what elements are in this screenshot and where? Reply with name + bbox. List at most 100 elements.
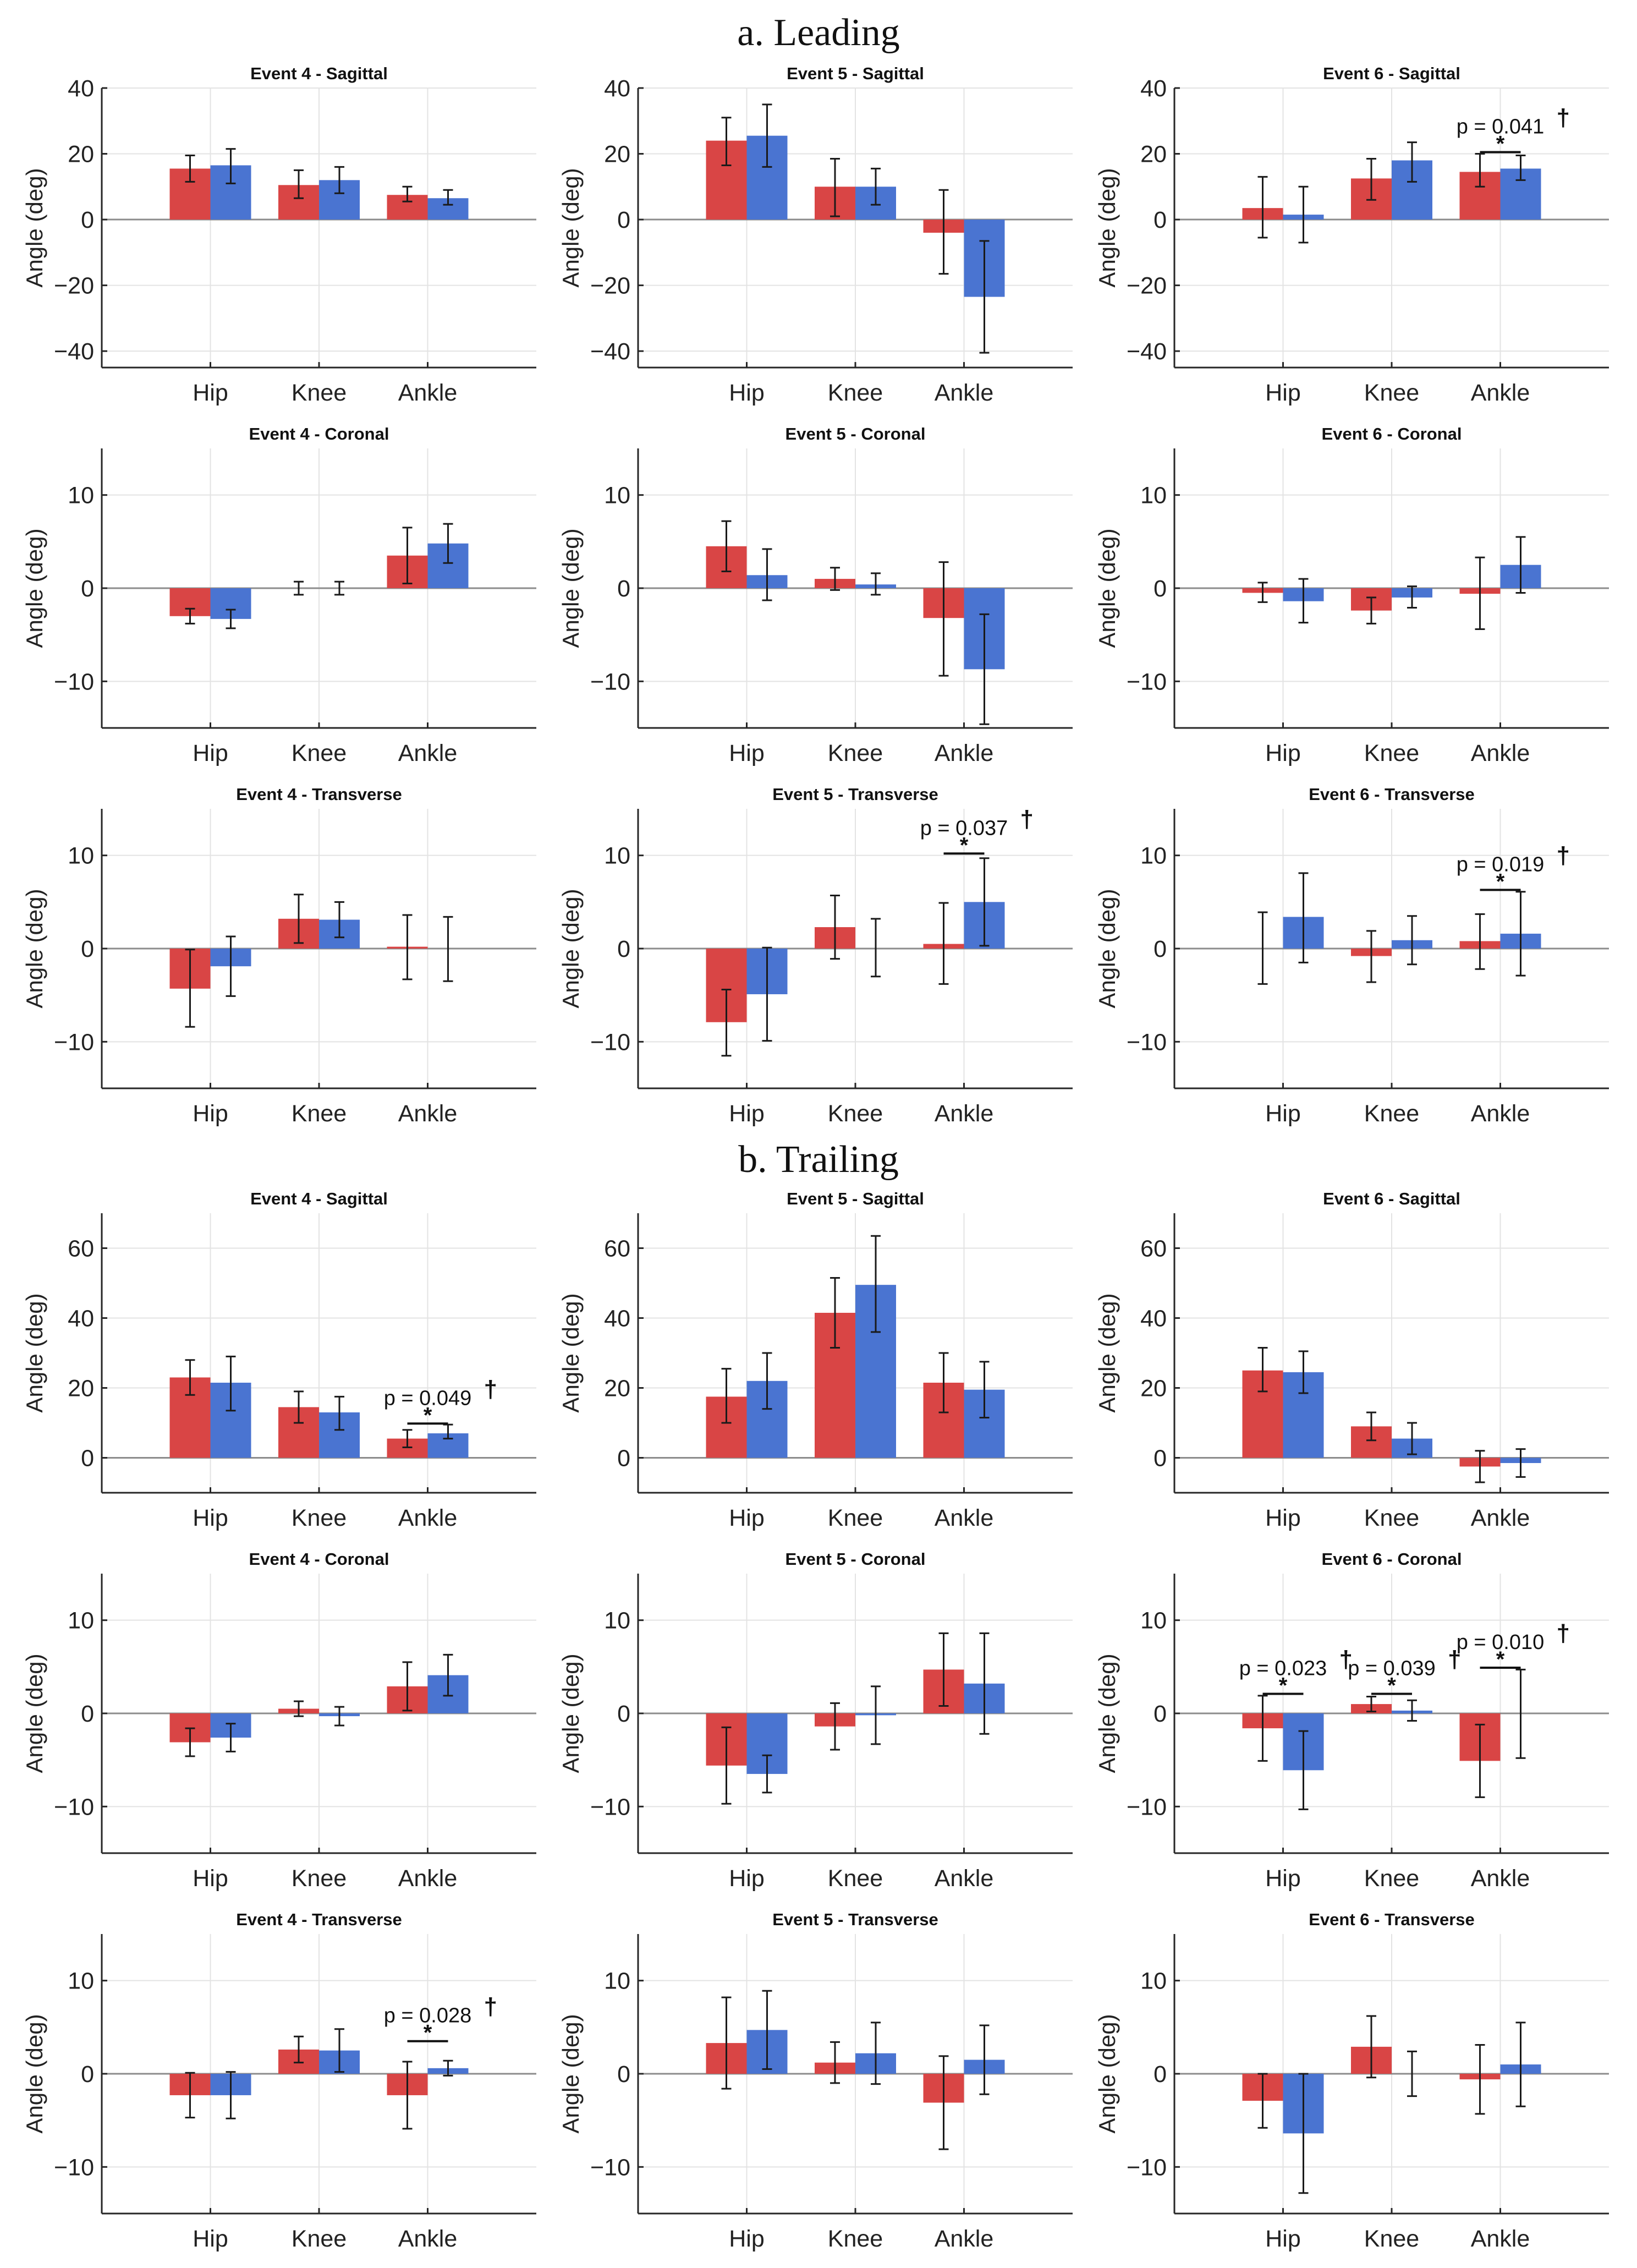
- dagger-mark: †: [1339, 1646, 1353, 1673]
- chart-panel: Event 6 - Sagittal 0 20 40 60 Hip Knee Ankle Ang…: [1094, 1189, 1609, 1531]
- y-tick-label: −10: [54, 1029, 94, 1055]
- x-tick-label: Ankle: [935, 740, 994, 766]
- x-tick-label: Knee: [292, 380, 347, 406]
- y-tick-label: −10: [54, 669, 94, 695]
- y-tick-label: 0: [81, 1445, 94, 1472]
- x-tick-label: Hip: [729, 380, 765, 406]
- significance-star: *: [424, 1403, 432, 1427]
- x-tick-label: Knee: [292, 1505, 347, 1531]
- significance-star: *: [960, 833, 969, 857]
- chart-title: Event 5 - Sagittal: [787, 64, 924, 83]
- x-tick-label: Knee: [828, 740, 883, 766]
- chart-panel: Event 4 - Transverse −10 0 10 Hip Knee Ankle An…: [21, 785, 536, 1127]
- chart-title: Event 6 - Coronal: [1322, 424, 1462, 443]
- x-tick-label: Hip: [193, 2226, 228, 2252]
- y-tick-label: 60: [1140, 1236, 1167, 1262]
- chart-title: Event 5 - Coronal: [785, 424, 926, 443]
- y-tick-label: 0: [81, 936, 94, 962]
- y-tick-label: 40: [1140, 1306, 1167, 1332]
- y-tick-label: 0: [81, 1701, 94, 1727]
- chart-panel: Event 6 - Transverse −10 0 10 Hip Knee Ankle An…: [1094, 785, 1609, 1127]
- y-tick-label: 0: [81, 2061, 94, 2088]
- p-value-label: p = 0.023: [1239, 1657, 1327, 1680]
- y-axis-label: Angle (deg): [558, 1293, 584, 1412]
- y-tick-label: 0: [617, 1701, 630, 1727]
- y-tick-label: 0: [81, 576, 94, 602]
- p-value-label: p = 0.039: [1348, 1657, 1436, 1680]
- chart-title: Event 4 - Transverse: [236, 785, 402, 804]
- x-tick-label: Hip: [729, 1505, 765, 1531]
- y-tick-label: 0: [617, 1445, 630, 1472]
- y-tick-label: −10: [54, 1794, 94, 1820]
- y-tick-label: 40: [604, 1306, 630, 1332]
- x-tick-label: Ankle: [935, 1505, 994, 1531]
- x-tick-label: Hip: [1265, 2226, 1301, 2252]
- chart-panel: Event 6 - Coronal −10 0 10 Hip Knee Ankle Angle…: [1094, 424, 1609, 766]
- y-tick-label: 0: [1153, 1445, 1167, 1472]
- x-tick-label: Hip: [729, 1865, 765, 1892]
- y-tick-label: −40: [54, 338, 94, 365]
- y-axis-label: Angle (deg): [21, 1293, 47, 1412]
- section-title-trailing: b. Trailing: [738, 1138, 899, 1181]
- dagger-mark: †: [484, 1376, 497, 1403]
- x-tick-label: Hip: [193, 1505, 228, 1531]
- y-axis-label: Angle (deg): [558, 1653, 584, 1773]
- chart-panel: Event 5 - Coronal −10 0 10 Hip Knee Ankle Angle…: [558, 1549, 1073, 1892]
- chart-title: Event 4 - Sagittal: [250, 64, 388, 83]
- y-tick-label: 10: [1140, 483, 1167, 509]
- y-tick-label: 0: [1153, 207, 1167, 233]
- x-tick-label: Hip: [1265, 380, 1301, 406]
- y-tick-label: −10: [590, 669, 630, 695]
- y-tick-label: 0: [81, 207, 94, 233]
- chart-title: Event 6 - Transverse: [1309, 785, 1475, 804]
- x-tick-label: Knee: [828, 380, 883, 406]
- x-tick-label: Ankle: [1471, 1505, 1530, 1531]
- chart-panel: Event 6 - Sagittal −40 −20 0 20 40 Hip Knee Ankl…: [1094, 64, 1609, 406]
- chart-panel: Event 4 - Transverse −10 0 10 Hip Knee Ankle An…: [21, 1910, 536, 2252]
- x-tick-label: Ankle: [935, 2226, 994, 2252]
- x-tick-label: Ankle: [1471, 740, 1530, 766]
- x-tick-label: Knee: [828, 1505, 883, 1531]
- x-tick-label: Knee: [1364, 380, 1419, 406]
- y-tick-label: −20: [1127, 273, 1167, 299]
- y-tick-label: 20: [68, 141, 94, 168]
- x-tick-label: Hip: [1265, 1865, 1301, 1892]
- chart-panel: Event 4 - Sagittal −40 −20 0 20 40 Hip Knee Ankl…: [21, 64, 536, 406]
- y-tick-label: 20: [1140, 141, 1167, 168]
- charts-container: Event 4 - Sagittal −40 −20 0 20 40 Hip Knee Ankl…: [21, 64, 1609, 2252]
- x-tick-label: Hip: [729, 740, 765, 766]
- y-axis-label: Angle (deg): [21, 528, 47, 648]
- y-axis-label: Angle (deg): [1094, 528, 1120, 648]
- x-tick-label: Hip: [729, 2226, 765, 2252]
- dagger-mark: †: [1557, 1620, 1570, 1647]
- y-tick-label: 10: [68, 483, 94, 509]
- x-tick-label: Hip: [1265, 1100, 1301, 1127]
- dagger-mark: †: [1557, 842, 1570, 869]
- y-tick-label: −10: [54, 2154, 94, 2181]
- significance-star: *: [424, 2021, 432, 2045]
- y-axis-label: Angle (deg): [21, 889, 47, 1008]
- y-axis-label: Angle (deg): [1094, 2014, 1120, 2133]
- y-tick-label: 40: [604, 75, 630, 102]
- y-tick-label: 20: [604, 141, 630, 168]
- y-axis-label: Angle (deg): [1094, 1653, 1120, 1773]
- y-tick-label: 10: [68, 1968, 94, 1995]
- y-tick-label: 40: [68, 75, 94, 102]
- chart-title: Event 5 - Coronal: [785, 1549, 926, 1569]
- chart-title: Event 5 - Transverse: [772, 785, 938, 804]
- x-tick-label: Knee: [1364, 2226, 1419, 2252]
- x-tick-label: Hip: [193, 1865, 228, 1892]
- x-tick-label: Knee: [828, 1100, 883, 1127]
- y-tick-label: 10: [1140, 1968, 1167, 1995]
- y-tick-label: 0: [1153, 2061, 1167, 2088]
- x-tick-label: Knee: [292, 1100, 347, 1127]
- y-tick-label: −20: [590, 273, 630, 299]
- significance-star: *: [1496, 1647, 1505, 1672]
- y-tick-label: 10: [604, 483, 630, 509]
- y-tick-label: 10: [604, 843, 630, 869]
- x-tick-label: Hip: [193, 740, 228, 766]
- y-axis-label: Angle (deg): [21, 2014, 47, 2133]
- significance-star: *: [1496, 869, 1505, 894]
- y-tick-label: 10: [1140, 843, 1167, 869]
